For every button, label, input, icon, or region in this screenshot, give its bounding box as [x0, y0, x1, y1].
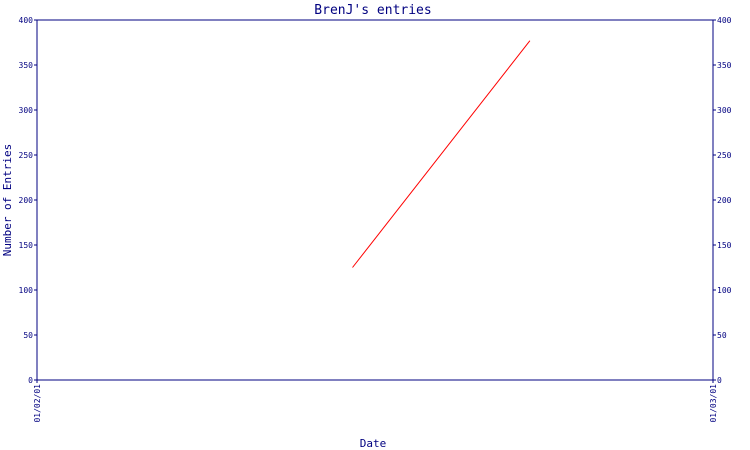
y-tick-label-right: 150: [717, 241, 732, 250]
y-tick-label-right: 250: [717, 151, 732, 160]
y-tick-label-left: 0: [28, 376, 33, 385]
y-tick-label-right: 200: [717, 196, 732, 205]
y-tick-label-right: 100: [717, 286, 732, 295]
series-layer: [352, 40, 531, 268]
y-tick-label-right: 300: [717, 106, 732, 115]
y-tick-label-left: 100: [19, 286, 34, 295]
y-tick-label-right: 400: [717, 16, 732, 25]
y-tick-label-right: 50: [717, 331, 727, 340]
y-tick-label-left: 350: [19, 61, 34, 70]
x-tick-label: 01/02/01: [33, 384, 42, 423]
y-tick-label-left: 300: [19, 106, 34, 115]
left-axis: 0 50 100 150 200 250 300 350 400: [19, 16, 37, 385]
y-tick-label-left: 250: [19, 151, 34, 160]
y-tick-label-right: 0: [717, 376, 722, 385]
x-tick-label: 01/03/01: [709, 384, 718, 423]
right-axis: 0 50 100 150 200 250 300 350 400: [713, 16, 732, 385]
y-axis-label: Number of Entries: [1, 144, 14, 257]
series-line: [352, 40, 531, 268]
y-tick-label-left: 400: [19, 16, 34, 25]
x-axis-label: Date: [360, 437, 387, 450]
y-tick-label-left: 200: [19, 196, 34, 205]
chart-title: BrenJ's entries: [314, 3, 431, 18]
plot-frame: [36, 19, 714, 381]
x-axis: 01/02/01 01/03/01: [33, 380, 718, 423]
y-tick-label-left: 50: [23, 331, 33, 340]
y-tick-label-right: 350: [717, 61, 732, 70]
y-tick-label-left: 150: [19, 241, 34, 250]
